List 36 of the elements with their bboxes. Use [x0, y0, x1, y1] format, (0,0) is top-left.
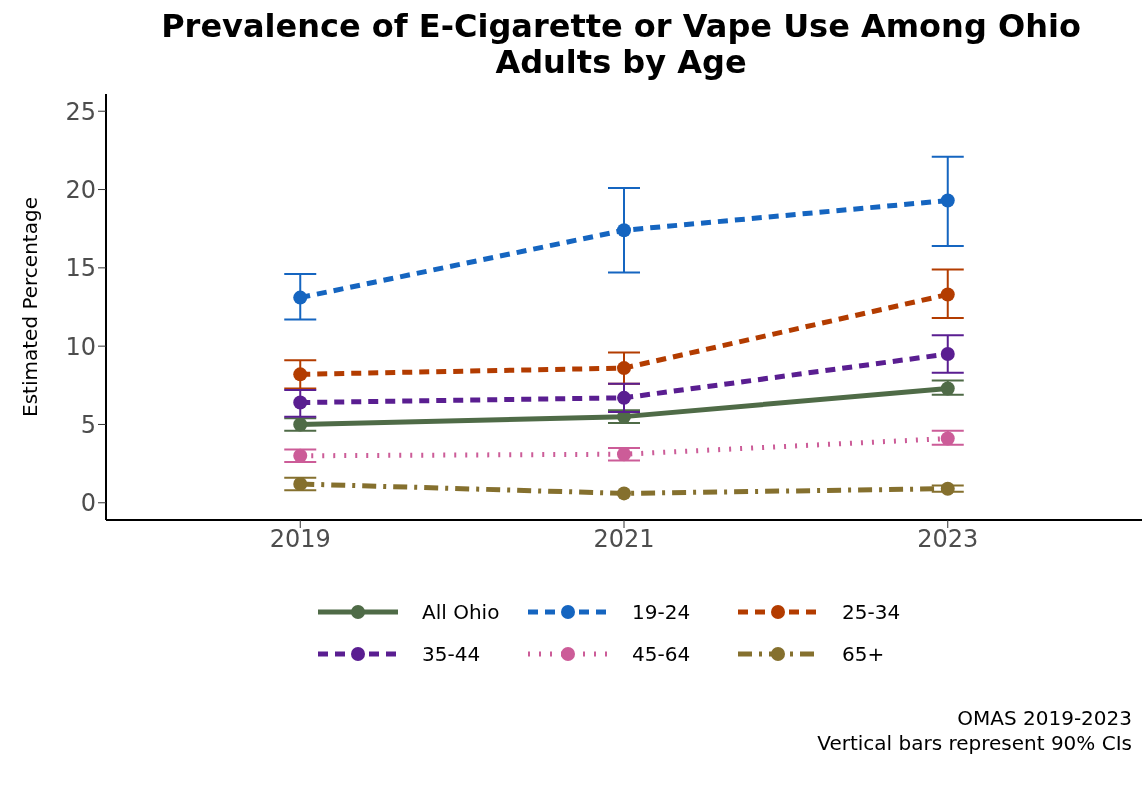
point: [940, 287, 955, 302]
x-tick-label: 2021: [593, 525, 655, 554]
point: [617, 447, 631, 462]
chart-title: Prevalence of E-Cigarette or Vape Use Among Ohio Adults by Age: [160, 7, 1082, 81]
point: [617, 390, 631, 405]
point: [293, 290, 308, 305]
point: [940, 346, 955, 361]
legend-label: 65+: [842, 642, 885, 666]
legend-label: 19-24: [632, 600, 691, 624]
point: [293, 448, 308, 463]
point: [293, 367, 308, 382]
point: [617, 486, 631, 501]
point: [940, 431, 955, 446]
point: [293, 476, 308, 491]
y-tick-label: 5: [80, 410, 96, 439]
x-tick-label: 2019: [269, 525, 331, 554]
y-tick-label: 25: [65, 97, 96, 126]
point: [940, 381, 955, 396]
point: [293, 395, 308, 410]
y-axis-title: Estimated Percentage: [18, 197, 43, 417]
text: Vertical bars represent 90% CIs: [816, 731, 1132, 756]
legend-label: 25-34: [842, 600, 901, 624]
point: [293, 417, 308, 432]
point: [617, 223, 631, 238]
text: OMAS 2019-2023: [956, 706, 1132, 731]
y-tick-label: 10: [65, 332, 96, 361]
legend-label: All Ohio: [422, 600, 500, 624]
x-tick-label: 2023: [917, 525, 979, 554]
point: [940, 193, 955, 208]
y-tick-label: 20: [65, 176, 96, 205]
point: [940, 481, 955, 496]
y-tick-label: 0: [80, 489, 96, 518]
legend-label: 35-44: [422, 642, 481, 666]
y-tick-label: 15: [65, 254, 96, 283]
point: [617, 361, 631, 376]
legend-label: 45-64: [632, 642, 691, 666]
